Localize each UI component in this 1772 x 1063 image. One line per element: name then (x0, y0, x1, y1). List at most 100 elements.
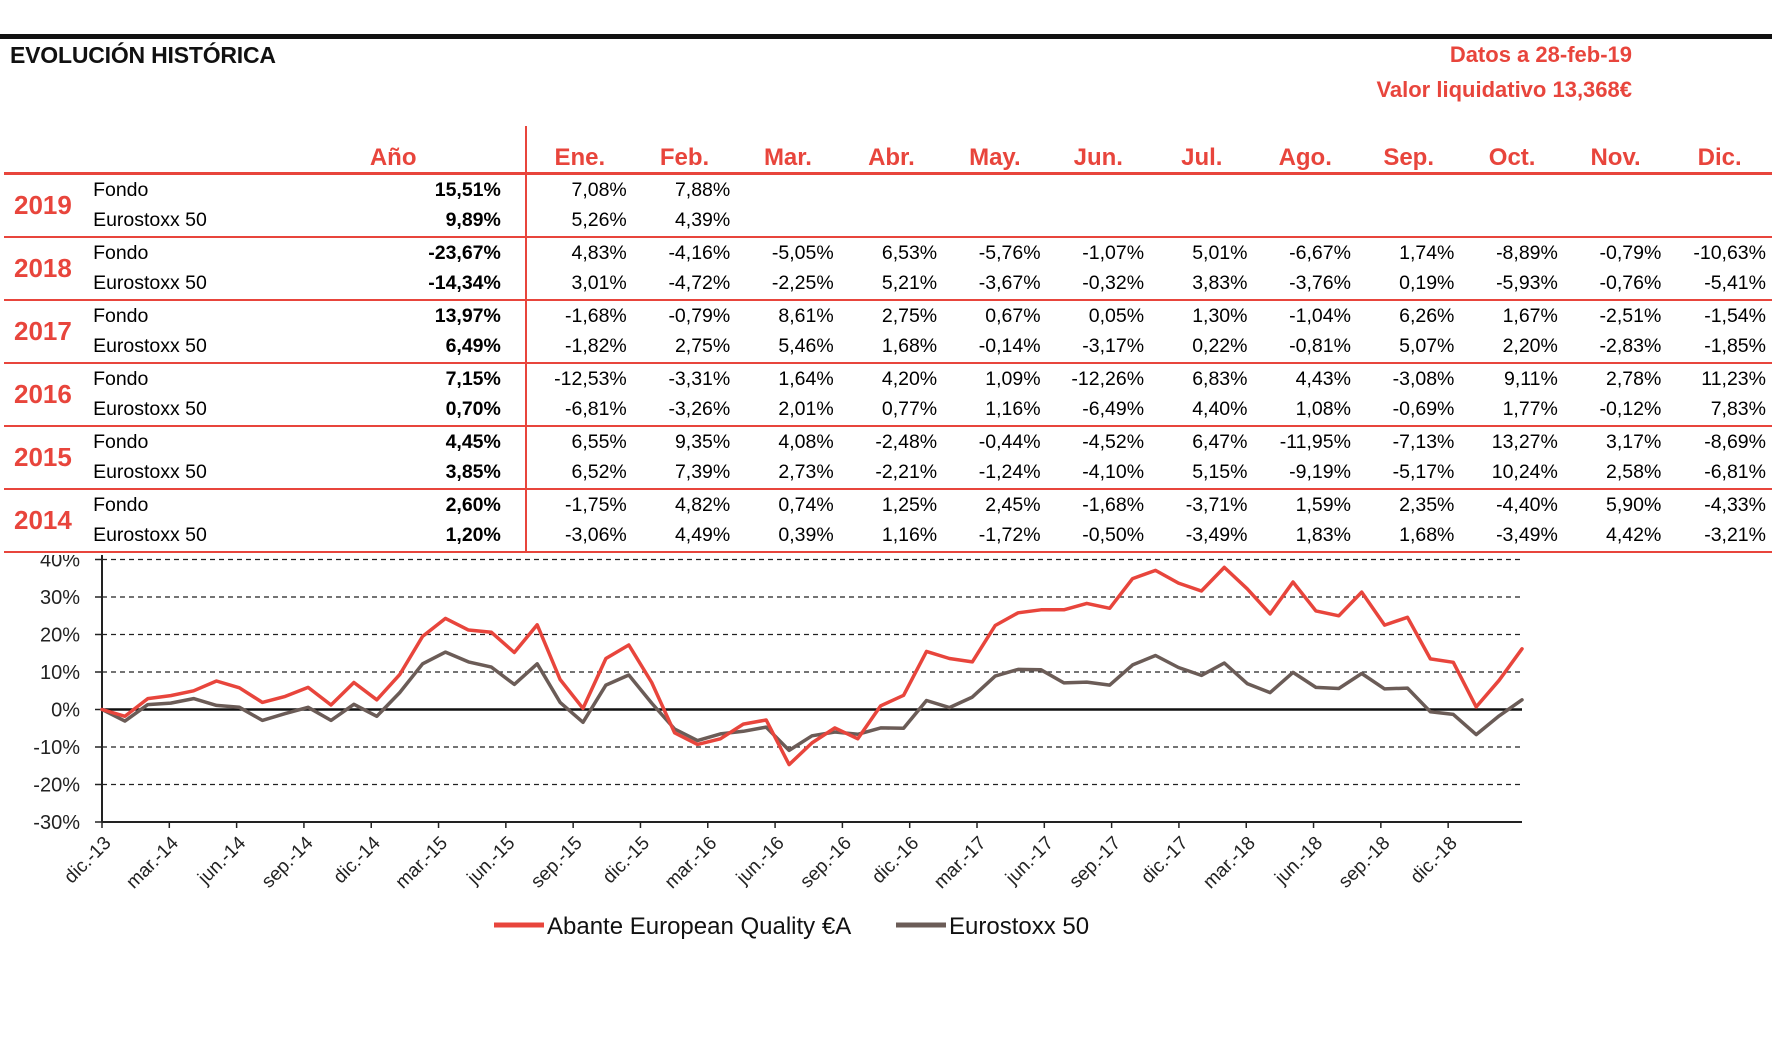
monthly-return: 4,82% (674, 493, 731, 516)
x-tick-label: mar.-15 (392, 833, 452, 893)
monthly-return: -4,16% (668, 241, 731, 264)
monthly-return: -6,49% (1082, 398, 1145, 421)
x-tick-label: dic.-14 (330, 832, 385, 887)
x-tick-label: dic.-13 (60, 833, 115, 888)
table-header-row: Año Ene. Feb. Mar. Abr. May. Jun. Jul. Ago. Sep.… (4, 126, 1772, 174)
monthly-return: 3,83% (1192, 272, 1248, 295)
monthly-return: -1,54% (1704, 304, 1766, 327)
monthly-return: -12,26% (1071, 367, 1145, 390)
annual-return: 9,89% (261, 205, 527, 237)
monthly-return: 4,39% (674, 209, 731, 232)
x-tick-label: sep.-17 (1065, 833, 1125, 893)
y-tick-label: 30% (40, 587, 80, 609)
monthly-return (736, 174, 839, 206)
monthly-return: 4,08% (778, 430, 834, 453)
x-tick-label: dic.-17 (1137, 833, 1192, 888)
table-row: Eurostoxx 50 0,70% -6,81% -3,26% 2,01% 0,77% 1… (4, 394, 1772, 426)
series-label: Fondo (93, 493, 149, 516)
monthly-return: -1,24% (978, 461, 1041, 484)
monthly-return: -3,06% (564, 524, 627, 547)
monthly-return: -5,41% (1704, 272, 1766, 295)
monthly-return: -0,14% (978, 335, 1041, 358)
year-label: 2019 (14, 190, 72, 220)
series-label: Fondo (93, 178, 149, 201)
monthly-return: 1,09% (985, 367, 1041, 390)
monthly-return: 4,40% (1192, 398, 1248, 421)
table-row: Eurostoxx 50 9,89% 5,26% 4,39% (4, 205, 1772, 238)
x-tick-label: jun.-16 (732, 833, 789, 890)
y-tick-label: -10% (33, 737, 80, 759)
monthly-return: -6,81% (1704, 461, 1766, 484)
monthly-return: -3,17% (1082, 335, 1145, 358)
monthly-return: 0,19% (1399, 272, 1455, 295)
x-tick-label: dic.-18 (1407, 833, 1462, 888)
monthly-return: -4,52% (1082, 430, 1145, 453)
month-header: Ene. (554, 144, 606, 171)
x-tick-label: mar.-17 (930, 833, 990, 893)
monthly-return: 7,88% (674, 178, 731, 201)
monthly-return: 9,11% (1504, 367, 1558, 390)
monthly-return: 0,74% (778, 493, 834, 516)
monthly-return (1047, 174, 1150, 206)
x-tick-label: mar.-14 (122, 832, 183, 893)
series-label: Fondo (93, 304, 149, 327)
monthly-return: -2,83% (1599, 335, 1662, 358)
annual-return: -14,34% (261, 268, 527, 300)
x-tick-label: jun.-15 (463, 833, 520, 890)
monthly-return: 2,35% (1399, 493, 1455, 516)
table-row: Eurostoxx 50 -14,34% 3,01% -4,72% -2,25% 5,21… (4, 268, 1772, 300)
series-label: Fondo (93, 367, 149, 390)
monthly-return: -4,33% (1704, 493, 1766, 516)
annual-return: 15,51% (261, 173, 527, 206)
annual-return: 1,20% (261, 520, 527, 552)
monthly-return: 13,27% (1491, 430, 1558, 453)
x-tick-label: sep.-16 (796, 833, 856, 893)
month-header: Jul. (1181, 144, 1223, 171)
monthly-return: 6,83% (1192, 367, 1248, 390)
year-label: 2018 (14, 253, 72, 283)
monthly-return: 2,45% (985, 493, 1041, 516)
monthly-return: -2,51% (1599, 304, 1662, 327)
monthly-return (1357, 174, 1460, 206)
monthly-return: 6,52% (571, 461, 627, 484)
monthly-return: -3,31% (668, 367, 731, 390)
monthly-return (1667, 174, 1772, 206)
table-row: Eurostoxx 50 1,20% -3,06% 4,49% 0,39% 1,16% -1… (4, 520, 1772, 552)
monthly-return: 2,75% (674, 335, 731, 358)
monthly-return: 3,01% (571, 272, 627, 295)
monthly-return (736, 206, 839, 238)
monthly-return: -1,82% (564, 335, 627, 358)
monthly-return: 1,68% (1399, 524, 1455, 547)
y-tick-label: 10% (40, 662, 80, 684)
monthly-return: -10,63% (1693, 241, 1766, 264)
monthly-return (943, 206, 1046, 238)
y-tick-label: 20% (40, 625, 80, 647)
performance-chart: -30%-20%-10%0%10%20%30%40%50% dic.-13mar… (33, 555, 1524, 940)
monthly-return: 4,49% (674, 524, 731, 547)
monthly-return: -3,49% (1496, 524, 1558, 547)
x-tick-label: mar.-16 (661, 833, 721, 893)
monthly-return: -4,40% (1496, 493, 1558, 516)
monthly-return: 7,08% (571, 178, 627, 201)
monthly-return: -0,76% (1599, 272, 1662, 295)
y-tick-label: 0% (51, 700, 80, 722)
monthly-return: 2,78% (1606, 367, 1662, 390)
monthly-return: -2,48% (875, 430, 938, 453)
table-row: 2014 Fondo 2,60% -1,75% 4,82% 0,74% 1,25% 2,45%… (4, 489, 1772, 535)
month-header: Abr. (868, 144, 915, 171)
month-header: May. (969, 144, 1021, 171)
monthly-return: 4,42% (1606, 524, 1662, 547)
monthly-return: 1,30% (1192, 304, 1248, 327)
annual-return: 13,97% (261, 300, 527, 332)
monthly-return: 5,01% (1192, 241, 1248, 264)
monthly-return: -6,67% (1289, 241, 1351, 264)
annual-return: 4,45% (261, 426, 527, 458)
table-row: 2015 Fondo 4,45% 6,55% 9,35% 4,08% -2,48% -0,44… (4, 426, 1772, 472)
monthly-return (1460, 206, 1563, 238)
legend-label: Abante European Quality €A (547, 913, 851, 940)
monthly-return: 1,16% (985, 398, 1041, 421)
monthly-return: 2,20% (1502, 335, 1558, 358)
monthly-return: -5,05% (771, 241, 834, 264)
monthly-return: 1,67% (1502, 304, 1558, 327)
annual-return: 2,60% (261, 489, 527, 521)
